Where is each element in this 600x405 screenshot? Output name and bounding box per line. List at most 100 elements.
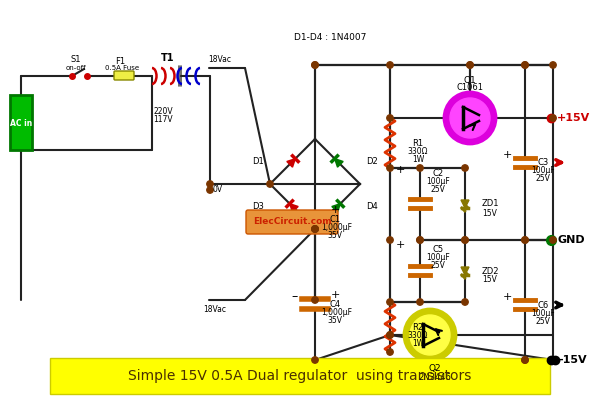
Circle shape: [522, 357, 528, 363]
Circle shape: [522, 62, 528, 68]
Text: Q2: Q2: [428, 364, 442, 373]
Circle shape: [207, 181, 213, 187]
Text: on-off: on-off: [65, 65, 86, 71]
Text: R2: R2: [412, 322, 424, 332]
Circle shape: [467, 62, 473, 68]
Circle shape: [417, 237, 423, 243]
Circle shape: [462, 299, 468, 305]
Text: D4: D4: [366, 202, 378, 211]
Text: 18Vac: 18Vac: [209, 55, 232, 64]
Text: Simple 15V 0.5A Dual regulator  using transistors: Simple 15V 0.5A Dual regulator using tra…: [128, 369, 472, 383]
Text: T1: T1: [161, 53, 175, 63]
Circle shape: [522, 237, 528, 243]
Polygon shape: [461, 267, 469, 275]
Text: 1,000µF: 1,000µF: [322, 224, 353, 232]
Text: 1W: 1W: [412, 339, 424, 347]
Circle shape: [444, 92, 496, 144]
Text: 2N3446: 2N3446: [419, 373, 451, 382]
Text: -15V: -15V: [559, 355, 587, 365]
Text: C3: C3: [538, 158, 548, 167]
Circle shape: [267, 181, 273, 187]
Circle shape: [207, 187, 213, 193]
Circle shape: [462, 165, 468, 171]
FancyBboxPatch shape: [246, 210, 338, 234]
FancyBboxPatch shape: [50, 358, 550, 394]
Circle shape: [417, 299, 423, 305]
Text: ZD2: ZD2: [481, 266, 499, 275]
Text: R1: R1: [412, 139, 424, 147]
Circle shape: [462, 237, 468, 243]
Circle shape: [410, 315, 450, 355]
Circle shape: [522, 237, 528, 243]
Text: 100µF: 100µF: [531, 309, 555, 318]
Text: +: +: [502, 292, 512, 302]
Circle shape: [462, 237, 468, 243]
Text: +: +: [395, 240, 404, 250]
Text: F1: F1: [115, 57, 125, 66]
Text: 0.5A Fuse: 0.5A Fuse: [105, 65, 139, 71]
Circle shape: [387, 349, 393, 355]
Circle shape: [312, 226, 318, 232]
Text: C1: C1: [329, 215, 341, 224]
Circle shape: [312, 357, 318, 363]
Circle shape: [550, 115, 556, 121]
Text: +15V: +15V: [556, 113, 590, 123]
Text: +: +: [331, 290, 340, 300]
Text: 220V: 220V: [153, 107, 173, 117]
FancyBboxPatch shape: [10, 95, 32, 150]
Circle shape: [387, 299, 393, 305]
Circle shape: [387, 62, 393, 68]
Text: D1: D1: [252, 157, 264, 166]
Circle shape: [522, 62, 528, 68]
Text: 25V: 25V: [431, 185, 445, 194]
Circle shape: [387, 332, 393, 338]
Text: S1: S1: [71, 55, 81, 64]
Text: 100µF: 100µF: [426, 254, 450, 262]
Text: 1W: 1W: [412, 154, 424, 164]
Text: 18Vac: 18Vac: [203, 305, 227, 315]
Text: 1,000µF: 1,000µF: [322, 308, 353, 317]
Polygon shape: [290, 204, 298, 212]
Text: D2: D2: [366, 157, 378, 166]
Text: 15V: 15V: [482, 275, 497, 284]
Text: 15V: 15V: [482, 209, 497, 217]
Circle shape: [417, 165, 423, 171]
Polygon shape: [287, 159, 295, 167]
Circle shape: [312, 226, 318, 232]
Text: Q1: Q1: [464, 75, 476, 85]
Circle shape: [312, 62, 318, 68]
Text: ElecCircuit.com: ElecCircuit.com: [253, 217, 331, 226]
Text: 0V: 0V: [213, 185, 223, 194]
Circle shape: [312, 297, 318, 303]
Text: 117V: 117V: [153, 115, 173, 124]
Text: C4: C4: [329, 300, 341, 309]
Text: 25V: 25V: [536, 174, 550, 183]
Text: 330Ω: 330Ω: [408, 330, 428, 339]
Text: C2: C2: [433, 168, 443, 177]
Circle shape: [404, 309, 456, 361]
Text: +: +: [395, 165, 404, 175]
Text: –: –: [292, 290, 298, 303]
Text: D1-D4 : 1N4007: D1-D4 : 1N4007: [294, 34, 366, 43]
Polygon shape: [335, 159, 343, 167]
Circle shape: [387, 165, 393, 171]
Polygon shape: [461, 200, 469, 208]
Circle shape: [467, 62, 473, 68]
Text: +: +: [502, 149, 512, 160]
Circle shape: [387, 237, 393, 243]
Text: 35V: 35V: [328, 232, 343, 241]
Text: 100µF: 100µF: [426, 177, 450, 185]
Text: 100µF: 100µF: [531, 166, 555, 175]
Text: C6: C6: [538, 301, 548, 309]
Text: C1061: C1061: [457, 83, 484, 92]
Circle shape: [550, 237, 556, 243]
Text: +: +: [331, 205, 340, 215]
Polygon shape: [332, 204, 340, 212]
Text: GND: GND: [557, 235, 585, 245]
Circle shape: [312, 226, 318, 232]
Circle shape: [387, 115, 393, 121]
Circle shape: [550, 62, 556, 68]
Circle shape: [312, 62, 318, 68]
Circle shape: [417, 237, 423, 243]
Text: 35V: 35V: [328, 316, 343, 325]
